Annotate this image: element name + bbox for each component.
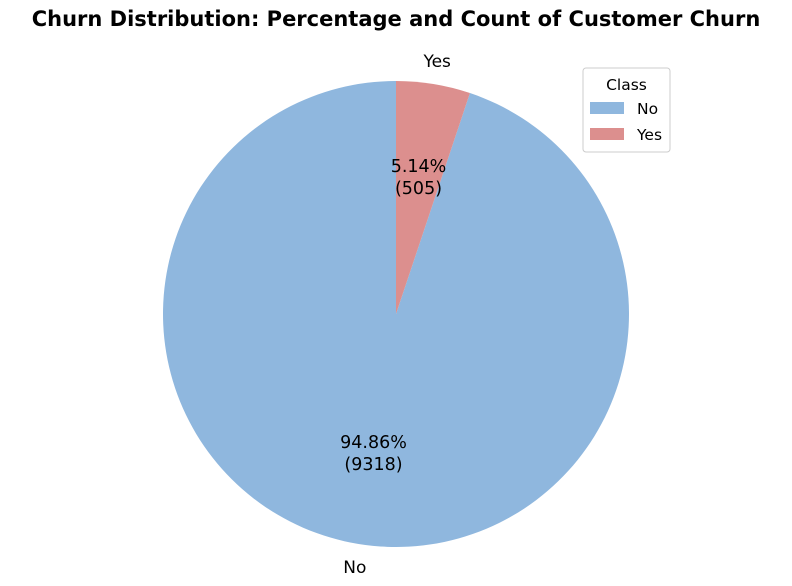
legend: Class No Yes [582, 67, 671, 153]
legend-label-yes: Yes [636, 126, 662, 144]
pie-slices [162, 81, 629, 548]
chart-title: Churn Distribution: Percentage and Count… [32, 7, 761, 31]
pie-labels: No 94.86%(9318) Yes 5.14%(505) [340, 52, 451, 578]
legend-swatch-no [590, 102, 624, 114]
slice-percent-yes: 5.14% [391, 157, 447, 177]
pie-slice-no [162, 81, 629, 548]
legend-entries: No Yes [590, 100, 662, 144]
slice-label-yes: Yes [422, 52, 451, 72]
slice-percent-no: 94.86% [340, 433, 407, 453]
legend-title: Class [606, 76, 647, 94]
legend-label-no: No [637, 100, 658, 118]
slice-count-no: (9318) [344, 455, 402, 475]
slice-label-no: No [343, 558, 366, 578]
slice-count-yes: (505) [395, 179, 442, 199]
pie-slice-yes [396, 81, 470, 314]
legend-swatch-yes [590, 128, 624, 140]
